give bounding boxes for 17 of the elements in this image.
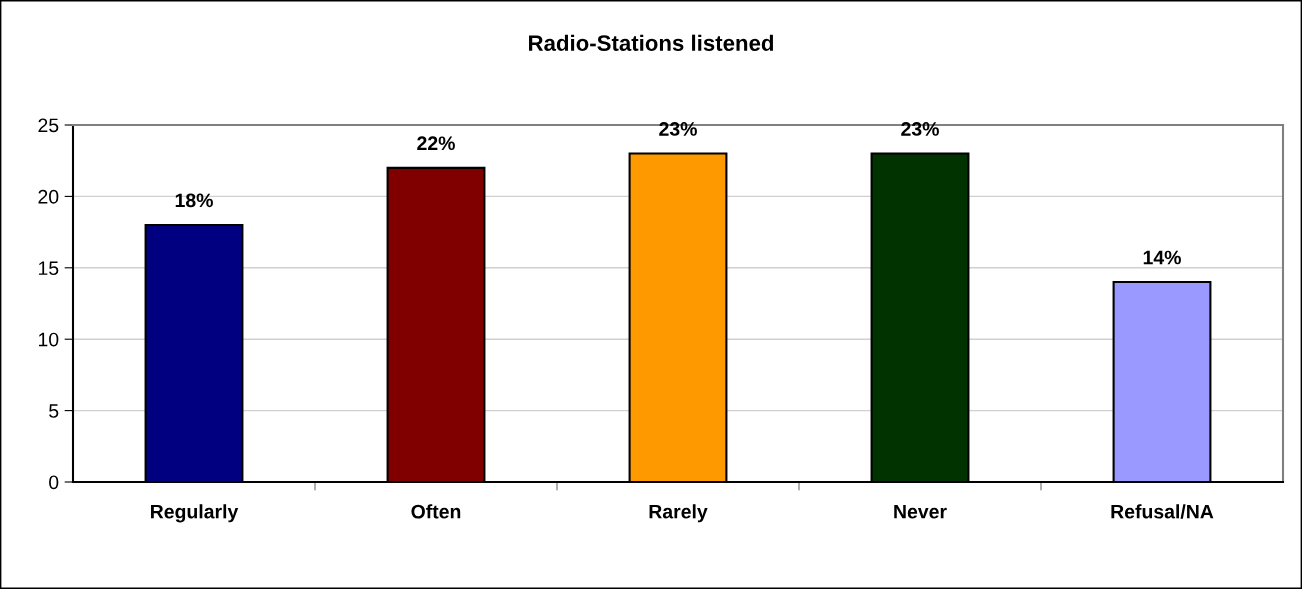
x-tick-label: Often [411, 504, 461, 519]
y-tick-label: 20 [38, 189, 59, 204]
x-tick-label: Never [894, 504, 947, 519]
x-tick-label: Rarely [649, 504, 708, 523]
data-label: 14% [1143, 250, 1181, 265]
y-tick-label: 10 [38, 332, 59, 347]
data-label: 23% [659, 122, 697, 136]
data-label: 18% [175, 193, 213, 208]
chart-title: Radio-Stations listened [529, 34, 774, 51]
data-label: 23% [901, 122, 939, 136]
y-tick-label: 15 [38, 261, 59, 276]
x-tick-label: Refusal/NA [1111, 504, 1214, 519]
y-tick-label: 0 [49, 475, 59, 490]
y-tick-label: 25 [38, 118, 59, 133]
y-tick-label: 5 [49, 404, 59, 418]
data-label: 22% [417, 136, 455, 151]
x-tick-label: Regularly [151, 504, 239, 523]
